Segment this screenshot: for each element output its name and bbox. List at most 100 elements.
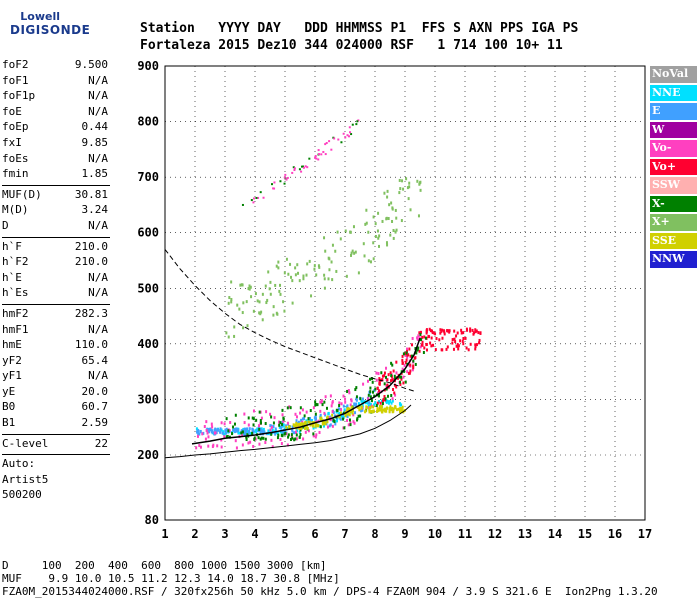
scatter-point [375,404,378,408]
param-name: yF2 [2,353,22,367]
scatter-point [228,429,231,433]
scatter-point [452,347,455,351]
scatter-point [269,430,272,434]
scatter-point [401,405,404,409]
scatter-point [412,366,415,370]
scatter-point [367,406,370,410]
scatter-point [475,329,478,333]
scatter-point [254,292,257,296]
scatter-point [367,393,370,397]
scatter-point [474,343,477,347]
y-tick-label: 400 [137,337,159,351]
scatter-point [406,355,409,359]
scatter-point [451,338,454,342]
scatter-point [448,330,451,334]
scatter-point [428,327,431,331]
scatter-point [390,401,393,405]
scatter-point [282,416,285,420]
scatter-point [326,420,329,424]
scatter-point [223,422,226,426]
scatter-point [369,390,372,394]
scatter-point [390,361,393,365]
scatter-point [273,416,276,420]
scatter-point [342,394,345,398]
scatter-point [259,428,262,432]
scatter-point [251,416,254,420]
scatter-point [296,429,299,433]
scatter-point [390,374,393,378]
scatter-point [262,196,265,199]
scatter-point [370,409,373,413]
param-row: M(D) 3.24 [2,203,110,219]
scatter-point [361,403,364,407]
scatter-point [221,431,224,435]
scatter-point [418,349,421,353]
scatter-point [331,401,334,405]
scatter-point [267,429,270,433]
scatter-point [272,421,275,425]
scatter-point [314,412,317,416]
scatter-point [248,427,251,431]
scatter-point [252,197,255,200]
scatter-point [421,340,424,344]
param-name: yE [2,384,16,398]
scatter-point [346,418,349,422]
scatter-point [272,313,275,317]
scatter-point [245,435,248,439]
param-name: hmE [2,338,22,352]
scatter-point [315,422,318,426]
x-tick-label: 11 [458,527,472,541]
scatter-point [240,283,243,287]
scatter-point [349,131,352,134]
scatter-point [406,186,409,190]
scatter-point [257,429,260,433]
scatter-point [289,262,292,266]
scatter-point [269,280,272,284]
scatter-point [391,397,394,401]
scatter-point [408,185,411,189]
scatter-point [233,334,236,338]
scatter-point [280,424,283,428]
scatter-point [382,408,385,412]
x-tick-label: 4 [251,527,258,541]
scatter-point [293,167,296,170]
param-name: foE [2,104,22,118]
scatter-point [383,382,386,386]
scatter-point [307,429,310,433]
scatter-point [383,191,386,195]
scatter-point [244,432,247,436]
header-row1: Station YYYY DAY DDD HHMMSS P1 FFS S AXN… [140,21,579,36]
scatter-point [344,397,347,401]
scatter-point [252,444,255,448]
scatter-point [399,380,402,384]
scatter-point [391,399,394,403]
scatter-point [412,364,415,368]
scatter-point [277,266,280,270]
scatter-point [408,347,411,351]
scatter-point [372,215,375,219]
scatter-point [269,412,272,416]
scatter-point [280,442,283,446]
scatter-point [409,208,412,212]
param-name: foEs [2,151,29,165]
scatter-point [378,382,381,386]
scatter-point [299,423,302,427]
scatter-point [274,427,277,431]
scatter-point [373,394,376,398]
scatter-point [283,309,286,313]
param-value: N/A [88,104,108,118]
scatter-point [389,399,392,403]
scatter-point [308,157,311,160]
scatter-point [386,383,389,387]
scatter-point [233,325,236,329]
scatter-point [358,408,361,412]
scatter-point [264,437,267,441]
scatter-point [372,257,375,261]
param-row: D N/A [2,219,110,235]
scatter-point [469,342,472,346]
scatter-point [283,182,286,185]
scatter-point [302,165,305,168]
scatter-point [261,292,264,296]
scatter-point [347,389,350,393]
scatter-point [255,418,258,422]
